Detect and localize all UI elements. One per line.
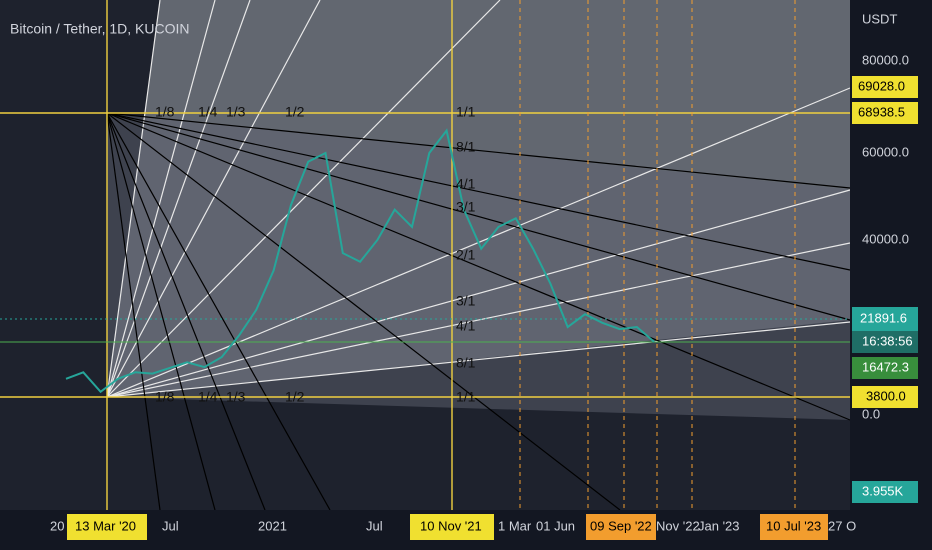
price-badge <box>852 307 918 331</box>
time-label: Jul <box>162 518 179 533</box>
fan-label: 3/1 <box>456 293 476 309</box>
price-badge <box>852 331 918 353</box>
price-badge-text: 69028.0 <box>858 78 905 93</box>
price-badge-text: 68938.5 <box>858 104 905 119</box>
fan-label: 4/1 <box>456 176 476 192</box>
time-badge <box>410 514 494 540</box>
axis-unit: USDT <box>862 11 897 26</box>
time-label: 1 Mar <box>498 518 532 533</box>
fan-label: 1/3 <box>226 104 246 120</box>
volume-badge <box>852 481 918 503</box>
price-series <box>65 128 655 394</box>
time-label: Jan '23 <box>698 518 740 533</box>
fan-label: 4/1 <box>456 318 476 334</box>
price-badge-text: 21891.6 <box>860 310 907 325</box>
fan-label: 1/8 <box>155 104 175 120</box>
time-label: 01 Jun <box>536 518 575 533</box>
fan-label: 8/1 <box>456 355 476 371</box>
price-label: 80000.0 <box>862 52 909 67</box>
price-badge <box>852 357 918 379</box>
time-badge-text: 10 Jul '23 <box>766 518 821 533</box>
fan-label: 1/1 <box>456 389 476 405</box>
time-badge-text: 09 Sep '22 <box>590 518 652 533</box>
fan-label: 1/4 <box>198 389 218 405</box>
time-label: 20 <box>50 518 64 533</box>
price-badge-text: 3800.0 <box>866 388 906 403</box>
fan-label: 3/1 <box>456 199 476 215</box>
fan-label: 1/3 <box>226 389 246 405</box>
level-lines <box>0 0 850 510</box>
time-badge-text: 13 Mar '20 <box>75 518 136 533</box>
volume-badge-text: 3.955K <box>862 483 904 498</box>
symbol-title: Bitcoin / Tether, 1D, KUCOIN <box>10 21 189 37</box>
time-badge <box>760 514 828 540</box>
fan-label: 1/1 <box>456 104 476 120</box>
time-badge-text: 10 Nov '21 <box>420 518 482 533</box>
price-badge <box>852 76 918 98</box>
countdown: 16:38:56 <box>862 333 913 348</box>
time-cycles <box>519 0 796 510</box>
time-badge <box>586 514 656 540</box>
fan-labels: 1/8 1/4 1/3 1/2 1/1 8/1 4/1 3/1 2/1 3/1 … <box>155 104 476 405</box>
price-label: 0.0 <box>862 406 880 421</box>
fan-label: 1/8 <box>155 389 175 405</box>
fan-label: 1/2 <box>285 104 305 120</box>
fan-label: 8/1 <box>456 139 476 155</box>
fan-label: 1/4 <box>198 104 218 120</box>
time-label: Jul <box>366 518 383 533</box>
price-label: 60000.0 <box>862 144 909 159</box>
time-label: 27 O <box>828 518 856 533</box>
price-badge-text: 16472.3 <box>862 359 909 374</box>
price-line <box>65 128 655 394</box>
fan-lines <box>106 0 851 511</box>
time-label: 2021 <box>258 518 287 533</box>
price-badge <box>852 102 918 124</box>
time-badge <box>67 514 147 540</box>
fan-label: 1/2 <box>285 389 305 405</box>
time-label: Nov '22 <box>656 518 700 533</box>
price-label: 40000.0 <box>862 231 909 246</box>
fan-label: 2/1 <box>456 247 476 263</box>
price-badge <box>852 386 918 408</box>
